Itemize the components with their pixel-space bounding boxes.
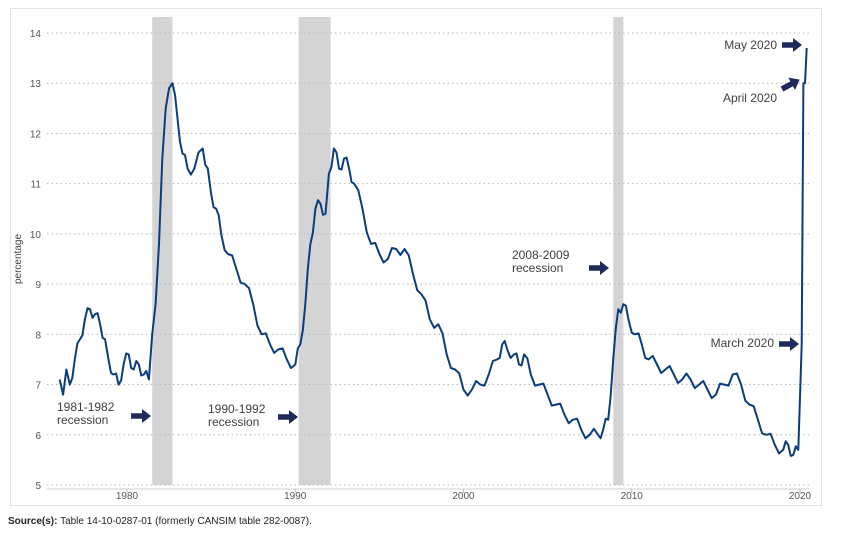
annotation-text: March 2020: [711, 336, 775, 350]
annotation-text: recession: [512, 261, 563, 275]
y-tick-label: 14: [30, 29, 42, 40]
unemployment-line: [58, 48, 808, 457]
y-tick-label: 12: [30, 129, 42, 140]
y-tick-label: 6: [35, 431, 41, 442]
unemployment-rate-chart: 5 6 7 8 9 10 11 12 13 14 1980 1990 2000 2010 2020 perce…: [13, 17, 812, 502]
annotation-text: 1990-1992: [208, 402, 266, 416]
source-note: Source(s): Table 14-10-0287-01 (formerly…: [8, 516, 312, 527]
annotation-arrow-icon: [780, 77, 800, 92]
annotation-text: 1981-1982: [57, 400, 115, 414]
y-tick-label: 9: [35, 280, 41, 291]
x-tick-label: 2020: [789, 491, 812, 502]
recession-band: [152, 17, 173, 485]
annotation-text: recession: [208, 415, 259, 429]
x-tick-label: 1990: [284, 491, 307, 502]
y-tick-label: 13: [30, 79, 42, 90]
annotation-arrow-icon: [779, 337, 799, 351]
annotation-arrow-icon: [589, 261, 609, 275]
annotation-text: May 2020: [724, 38, 777, 52]
x-tick-label: 2010: [621, 491, 644, 502]
source-text: Table 14-10-0287-01 (formerly CANSIM tab…: [60, 516, 312, 527]
annotation-text: 2008-2009: [512, 248, 570, 262]
chart-frame: 5 6 7 8 9 10 11 12 13 14 1980 1990 2000 2010 2020 perce…: [10, 8, 822, 506]
y-tick-label: 11: [31, 180, 42, 191]
y-tick-label: 5: [35, 481, 41, 492]
annotation-text: April 2020: [723, 91, 777, 105]
y-tick-label: 7: [35, 381, 41, 392]
y-tick-label: 8: [35, 330, 41, 341]
recession-band: [613, 17, 624, 485]
source-label: Source(s):: [8, 516, 58, 527]
y-axis-label: percentage: [13, 234, 24, 284]
annotation-arrow-icon: [782, 38, 802, 52]
recession-band: [298, 17, 331, 485]
annotation-arrow-icon: [131, 409, 151, 423]
annotation-arrow-icon: [278, 410, 298, 424]
y-tick-label: 10: [30, 230, 42, 241]
x-tick-label: 1980: [116, 491, 139, 502]
x-tick-label: 2000: [452, 491, 475, 502]
annotation-text: recession: [57, 413, 108, 427]
